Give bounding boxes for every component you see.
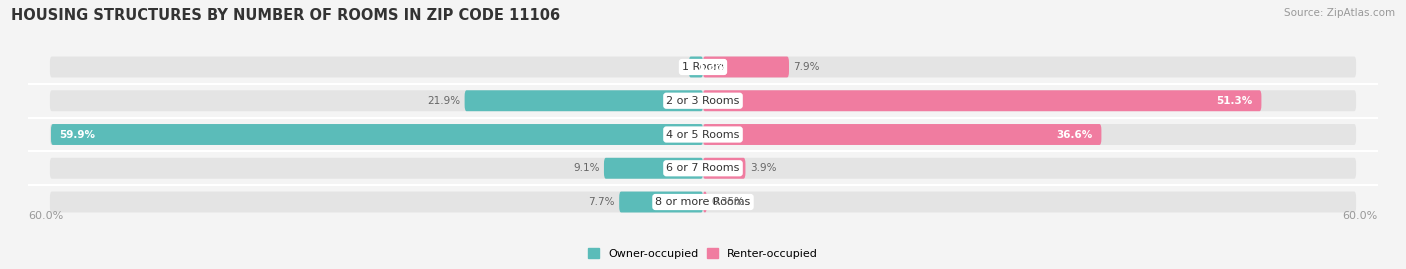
FancyBboxPatch shape — [619, 192, 703, 213]
FancyBboxPatch shape — [49, 192, 1357, 213]
FancyBboxPatch shape — [605, 158, 703, 179]
Text: 7.9%: 7.9% — [793, 62, 820, 72]
FancyBboxPatch shape — [703, 192, 707, 213]
Text: 21.9%: 21.9% — [427, 96, 460, 106]
FancyBboxPatch shape — [49, 90, 1357, 111]
Text: 36.6%: 36.6% — [1056, 129, 1092, 140]
Text: 60.0%: 60.0% — [1343, 211, 1378, 221]
FancyBboxPatch shape — [703, 124, 1101, 145]
FancyBboxPatch shape — [703, 56, 789, 77]
Text: 6 or 7 Rooms: 6 or 7 Rooms — [666, 163, 740, 173]
Text: 0.35%: 0.35% — [711, 197, 744, 207]
Text: 60.0%: 60.0% — [28, 211, 63, 221]
FancyBboxPatch shape — [464, 90, 703, 111]
Text: 59.9%: 59.9% — [59, 129, 96, 140]
FancyBboxPatch shape — [49, 158, 1357, 179]
FancyBboxPatch shape — [49, 124, 1357, 145]
FancyBboxPatch shape — [703, 90, 1261, 111]
Text: 2 or 3 Rooms: 2 or 3 Rooms — [666, 96, 740, 106]
Text: 9.1%: 9.1% — [574, 163, 599, 173]
FancyBboxPatch shape — [49, 56, 1357, 77]
FancyBboxPatch shape — [703, 158, 745, 179]
Text: 1.3%: 1.3% — [697, 62, 727, 72]
Text: 3.9%: 3.9% — [749, 163, 776, 173]
FancyBboxPatch shape — [689, 56, 703, 77]
Text: 1 Room: 1 Room — [682, 62, 724, 72]
Text: HOUSING STRUCTURES BY NUMBER OF ROOMS IN ZIP CODE 11106: HOUSING STRUCTURES BY NUMBER OF ROOMS IN… — [11, 8, 561, 23]
Text: Source: ZipAtlas.com: Source: ZipAtlas.com — [1284, 8, 1395, 18]
FancyBboxPatch shape — [51, 124, 703, 145]
Text: 7.7%: 7.7% — [588, 197, 614, 207]
Text: 8 or more Rooms: 8 or more Rooms — [655, 197, 751, 207]
Text: 4 or 5 Rooms: 4 or 5 Rooms — [666, 129, 740, 140]
Legend: Owner-occupied, Renter-occupied: Owner-occupied, Renter-occupied — [583, 244, 823, 263]
Text: 51.3%: 51.3% — [1216, 96, 1253, 106]
